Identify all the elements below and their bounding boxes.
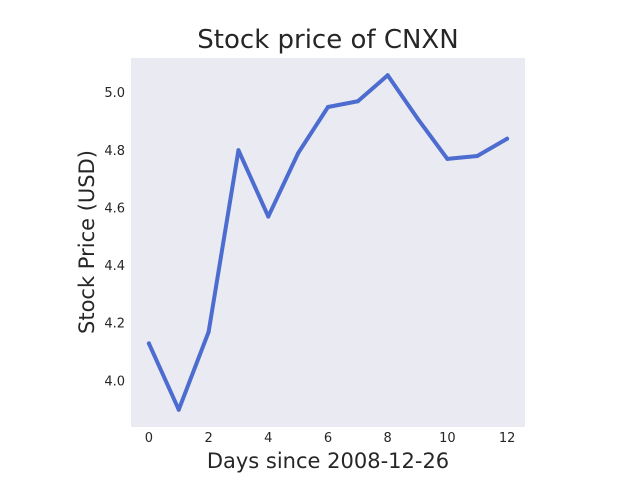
y-tick-label: 4.6 (104, 201, 125, 216)
data-point (326, 105, 330, 110)
x-tick-label: 8 (384, 431, 392, 446)
data-point (146, 341, 151, 346)
data-point (236, 148, 241, 153)
x-tick-label: 4 (264, 431, 272, 446)
plot-area (131, 58, 525, 427)
x-tick-label: 0 (145, 431, 153, 446)
x-tick-label: 12 (499, 431, 516, 446)
x-tick-label: 2 (204, 431, 212, 446)
data-point (176, 407, 181, 412)
x-tick-label: 10 (439, 431, 456, 446)
y-axis-ticks: 4.0 4.2 4.4 4.6 4.8 5.0 (104, 86, 125, 389)
y-tick-label: 4.8 (104, 144, 125, 159)
series-layer (146, 73, 510, 412)
data-point (505, 136, 510, 141)
data-point (206, 329, 211, 334)
y-tick-label: 5.0 (104, 86, 125, 101)
y-axis-label: Stock Price (USD) (75, 150, 99, 334)
x-tick-label: 6 (324, 431, 332, 446)
data-point (445, 156, 450, 161)
y-tick-label: 4.4 (104, 259, 125, 274)
y-tick-label: 4.2 (104, 317, 125, 332)
x-axis-ticks: 0 2 4 6 8 10 12 (145, 431, 516, 446)
data-point (415, 116, 420, 121)
data-point (475, 154, 480, 159)
y-tick-label: 4.0 (104, 374, 125, 389)
data-point (296, 151, 301, 156)
data-point (266, 214, 271, 219)
x-axis-label: Days since 2008-12-26 (207, 449, 449, 473)
chart-title: Stock price of CNXN (197, 25, 458, 55)
data-point (355, 99, 360, 104)
data-point (385, 73, 390, 78)
